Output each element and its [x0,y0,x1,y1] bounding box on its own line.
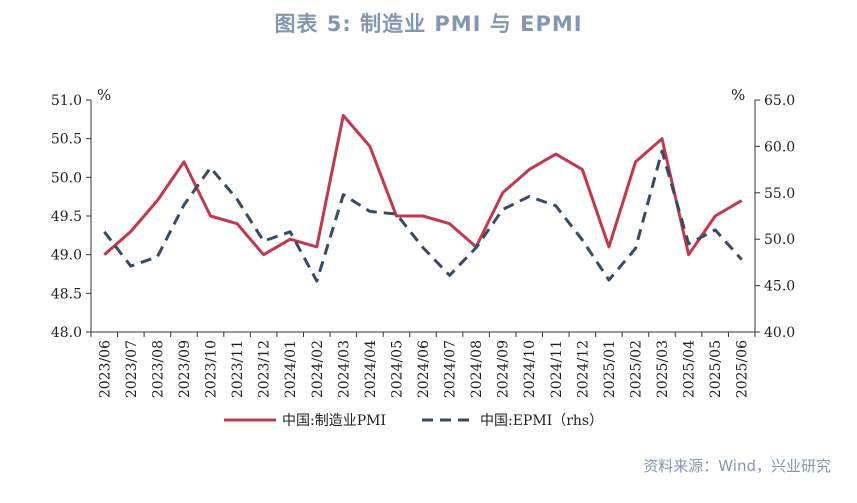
x-tick-label: 2024/06 [416,340,432,398]
x-tick-label: 2025/01 [602,340,618,398]
right-tick-label: 60.0 [764,139,795,155]
series-line-1 [103,114,743,257]
x-tick-label: 2025/06 [735,340,751,398]
x-tick-label: 2024/08 [469,340,485,398]
x-tick-label: 2024/11 [549,340,565,398]
x-tick-label: 2025/04 [682,340,698,398]
x-tick-label: 2023/10 [204,340,220,398]
legend: 中国:制造业PMI 中国:EPMI（rhs） [224,413,603,429]
source-note: 资料来源：Wind，兴业研究 [643,457,831,475]
left-tick-label: 51.0 [51,93,82,109]
right-tick-label: 45.0 [764,279,795,295]
x-tick-label: 2023/06 [97,340,113,398]
x-tick-label: 2025/05 [708,340,724,398]
axes: 48.0 48.5 49.0 49.5 50.0 50.5 51.0 40.0 45.0 50.0… [51,86,795,398]
x-tick-label: 2025/03 [655,340,671,398]
legend-label-2: 中国:EPMI（rhs） [480,413,603,429]
left-tick-label: 48.5 [51,286,82,302]
left-unit-label: % [97,86,111,104]
x-tick-label: 2023/09 [177,340,193,398]
right-tick-label: 65.0 [764,93,795,109]
x-tick-label: 2025/02 [628,340,644,398]
right-tick-label: 55.0 [764,186,795,202]
right-tick-label: 50.0 [764,232,795,248]
left-tick-label: 50.5 [51,132,82,148]
x-tick-label: 2023/07 [124,340,140,398]
left-tick-label: 49.5 [51,209,82,225]
x-tick-label: 2024/01 [283,340,299,398]
x-tick-label: 2024/07 [443,340,459,398]
legend-label-1: 中国:制造业PMI [282,413,386,429]
right-unit-label: % [731,86,745,104]
right-tick-label: 40.0 [764,325,795,341]
x-tick-label: 2024/09 [496,340,512,398]
x-tick-label: 2023/08 [150,340,166,398]
left-tick-label: 50.0 [51,170,82,186]
x-tick-label: 2024/05 [389,340,405,398]
x-tick-label: 2024/04 [363,340,379,398]
x-tick-label: 2023/12 [257,340,273,398]
series-layer [103,114,743,283]
x-tick-label: 2024/12 [575,340,591,398]
left-tick-label: 49.0 [51,248,82,264]
chart-title: 图表 5: 制造业 PMI 与 EPMI [274,12,583,36]
x-tick-label: 2024/10 [522,340,538,398]
x-tick-label: 2024/03 [336,340,352,398]
x-tick-label: 2023/11 [230,340,246,398]
left-tick-label: 48.0 [51,325,82,341]
series-line-2 [103,149,743,283]
x-tick-label: 2024/02 [310,340,326,398]
